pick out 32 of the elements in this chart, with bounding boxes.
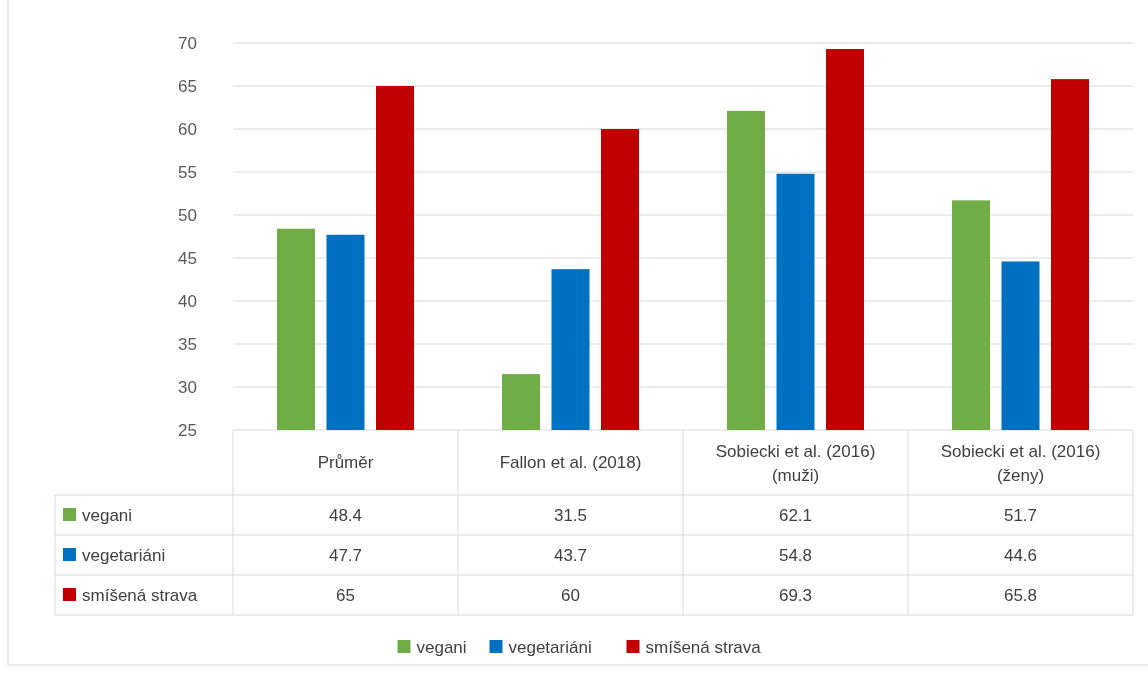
legend-label: vegani <box>82 505 133 525</box>
legend-label: vegetariáni <box>82 545 166 565</box>
data-label: 31.5 <box>553 505 588 525</box>
x-tick-label: Průměr <box>317 453 374 473</box>
y-tick-label: 60 <box>178 119 197 139</box>
y-tick-label: 50 <box>178 205 197 225</box>
y-tick-label: 25 <box>178 420 197 440</box>
data-label: 48.4 <box>328 505 363 525</box>
data-label: 43.7 <box>553 545 588 565</box>
y-tick-label: 40 <box>178 291 197 311</box>
data-label: 51.7 <box>1003 505 1038 525</box>
y-tick-label: 65 <box>178 76 197 96</box>
y-tick-label: 35 <box>178 334 197 354</box>
y-tick-label: 45 <box>178 248 197 268</box>
data-label: 65 <box>336 585 355 605</box>
data-label: 54.8 <box>778 545 813 565</box>
y-tick-label: 55 <box>178 162 197 182</box>
x-tick-label: Sobiecki et al. (2016) (ženy) <box>940 442 1101 486</box>
data-label: 65.8 <box>1003 585 1038 605</box>
x-tick-label: Fallon et al. (2018) <box>499 453 642 473</box>
y-tick-label: 30 <box>178 377 197 397</box>
data-label: 44.6 <box>1003 545 1038 565</box>
text: vegetariáni <box>508 637 592 657</box>
data-label: 60 <box>561 585 580 605</box>
data-label: 69.3 <box>778 585 813 605</box>
y-tick-label: 70 <box>178 33 197 53</box>
data-label: 47.7 <box>328 545 363 565</box>
x-tick-label: Sobiecki et al. (2016) (muži) <box>715 442 876 486</box>
text: smíšená strava <box>82 585 198 605</box>
text: vegani <box>416 637 467 657</box>
legend-label: smíšená strava <box>645 637 762 657</box>
data-label: 62.1 <box>778 505 813 525</box>
